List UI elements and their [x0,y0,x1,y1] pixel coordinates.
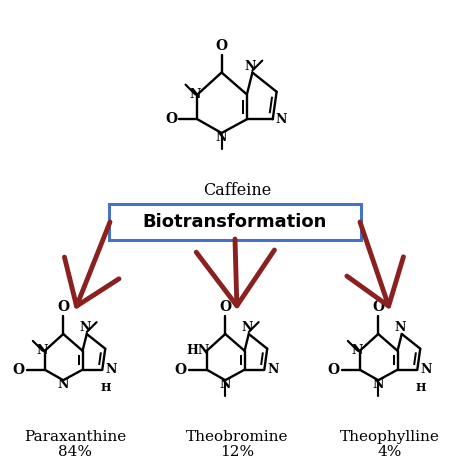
Text: N: N [276,113,287,126]
Text: N: N [189,88,201,101]
Text: N: N [351,344,363,357]
Text: N: N [105,363,117,376]
Text: O: O [165,112,177,126]
Text: N: N [57,378,69,391]
Text: O: O [57,300,69,314]
Text: N: N [36,344,48,357]
Text: HN: HN [186,344,210,357]
Text: N: N [216,131,228,144]
Text: O: O [216,38,228,53]
Text: Theophylline: Theophylline [340,430,440,444]
Text: N: N [79,321,91,334]
Text: O: O [219,300,231,314]
Text: Theobromine: Theobromine [186,430,288,444]
Text: Paraxanthine: Paraxanthine [24,430,126,444]
Text: O: O [372,300,384,314]
Text: 12%: 12% [220,445,254,459]
Text: N: N [241,321,253,334]
Text: Biotransformation: Biotransformation [143,213,327,231]
Text: O: O [328,363,340,377]
Text: N: N [219,378,231,391]
Text: N: N [420,363,432,376]
Text: N: N [394,321,405,334]
Text: 84%: 84% [58,445,92,459]
Text: 4%: 4% [378,445,402,459]
Text: H: H [415,382,426,392]
Text: N: N [245,60,256,73]
Text: N: N [373,378,384,391]
Text: H: H [100,382,110,392]
Text: O: O [13,363,25,377]
FancyBboxPatch shape [109,204,361,240]
Text: N: N [267,363,279,376]
Text: Caffeine: Caffeine [203,182,271,199]
Text: O: O [174,363,187,377]
